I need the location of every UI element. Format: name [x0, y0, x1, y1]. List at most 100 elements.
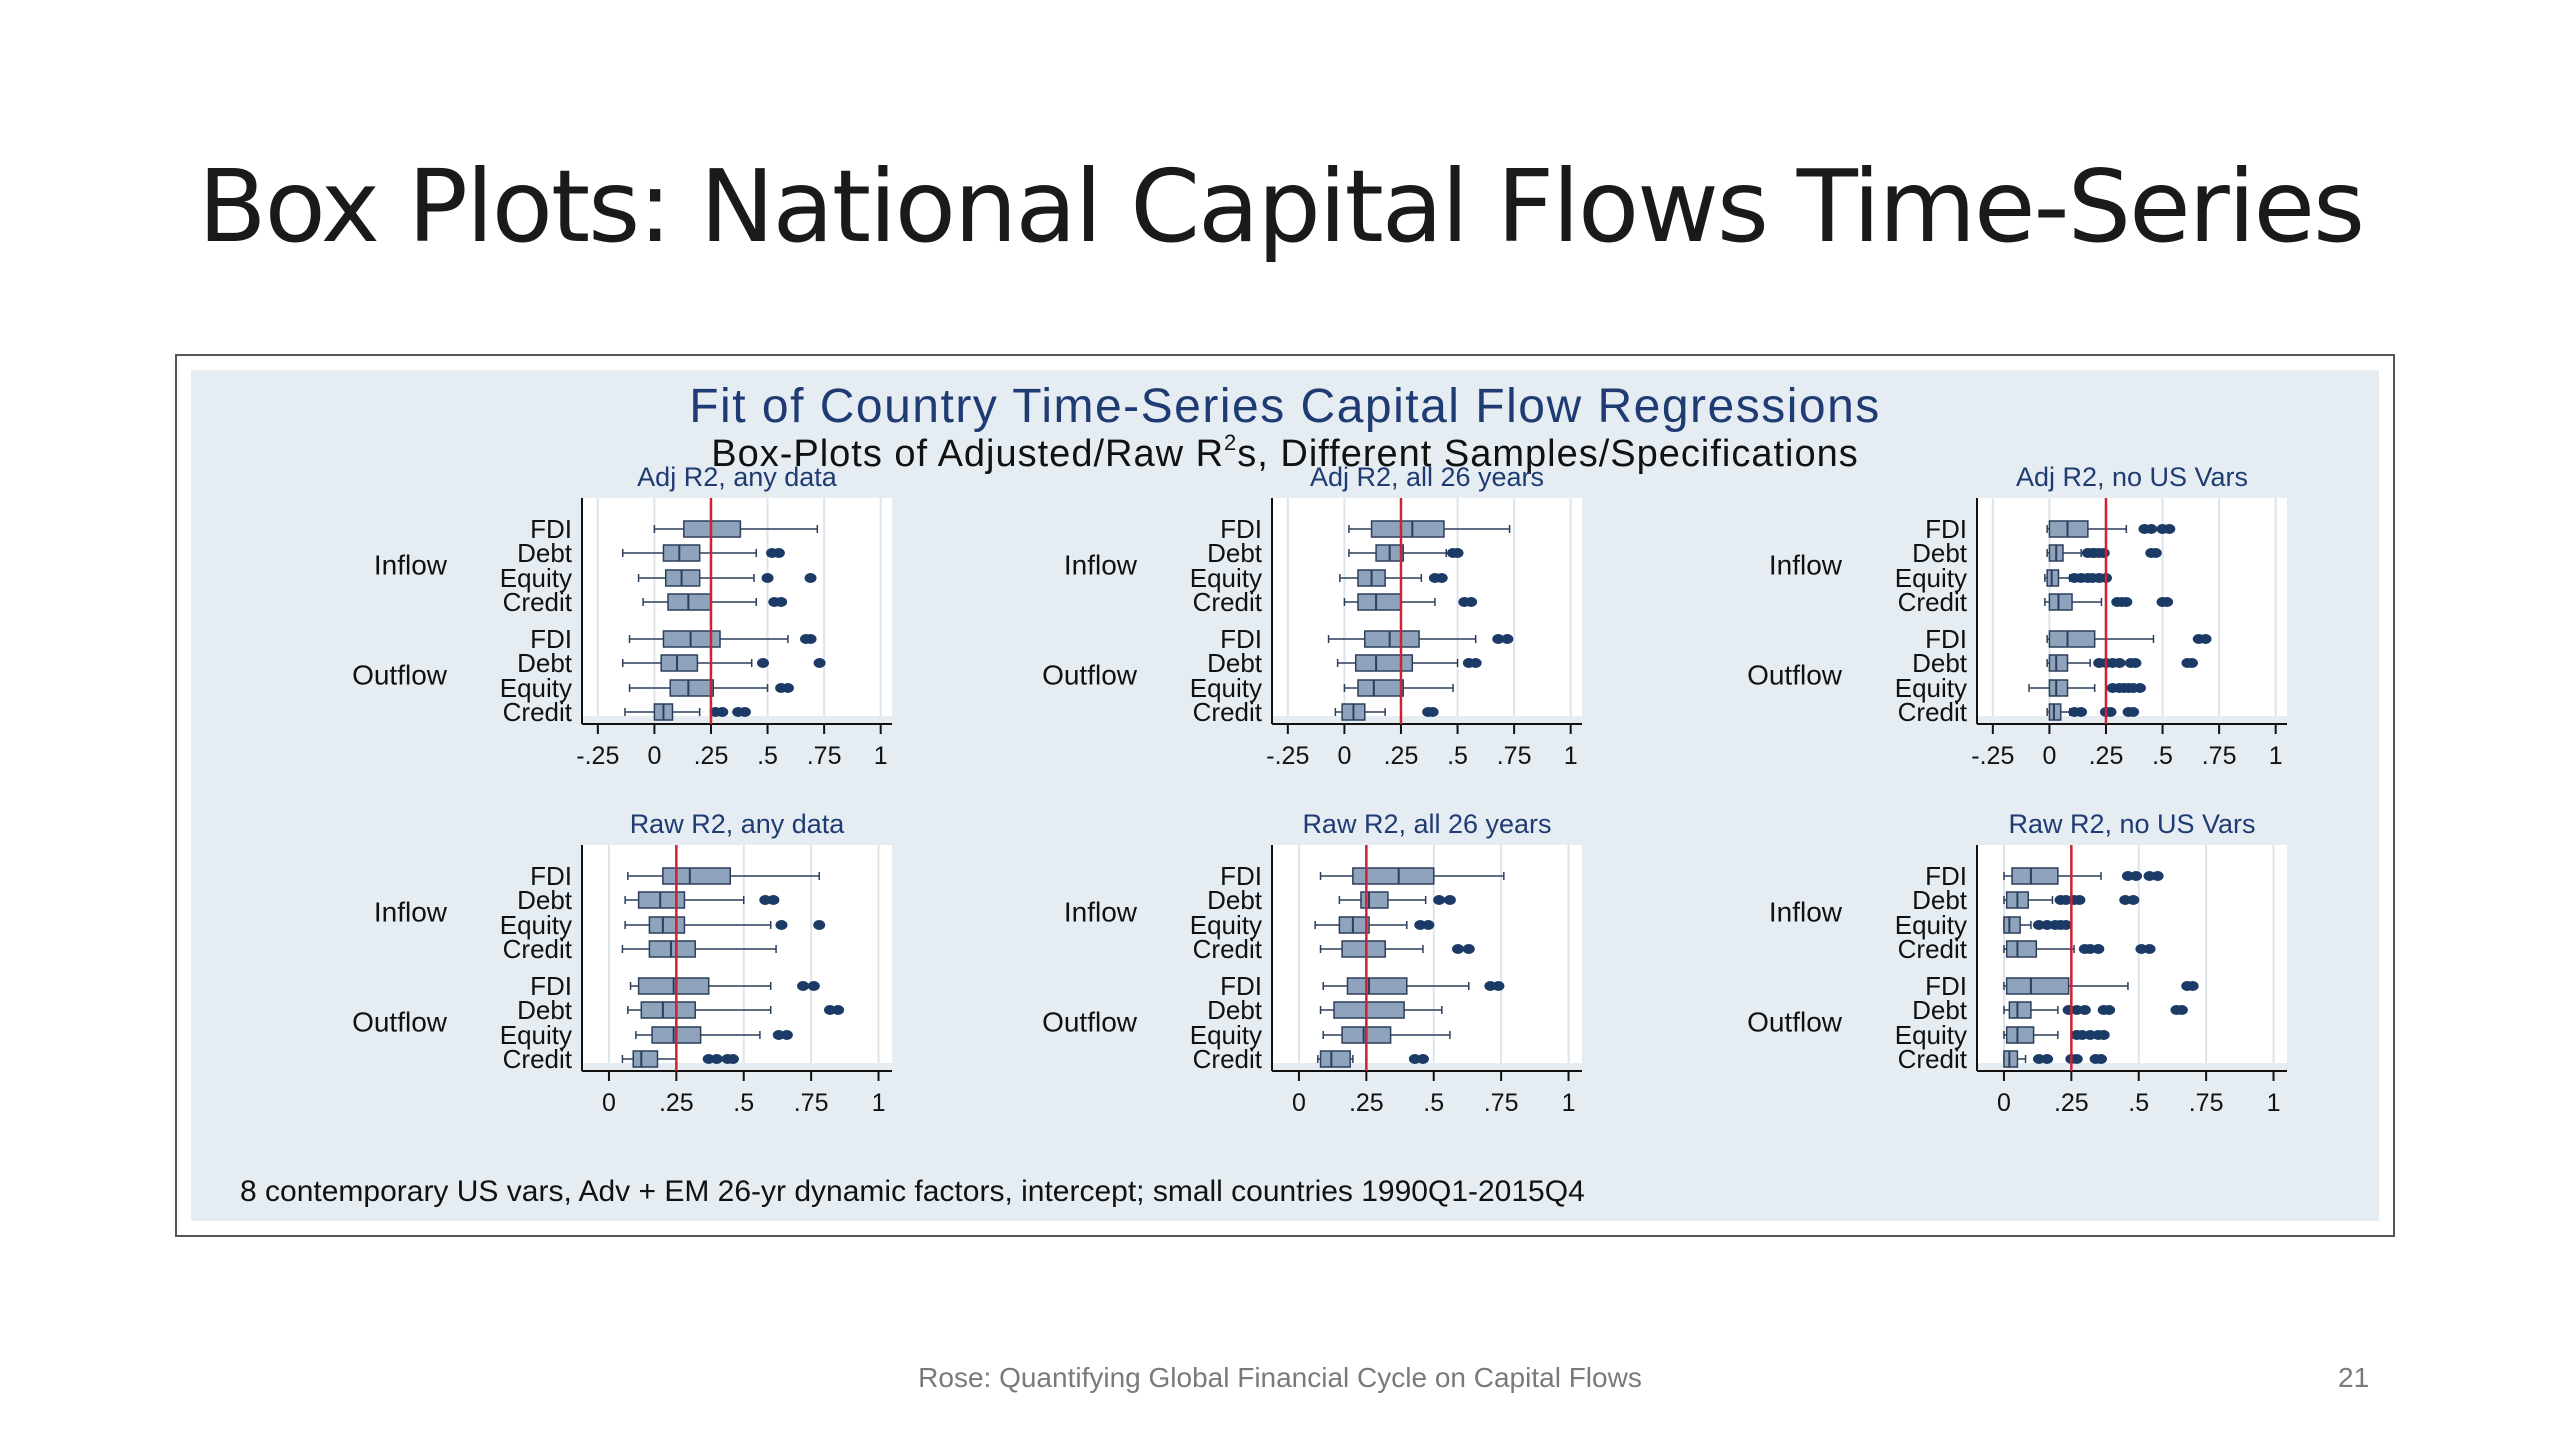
group-label: Outflow [1747, 660, 1843, 691]
chart-note: 8 contemporary US vars, Adv + EM 26-yr d… [240, 1175, 1585, 1208]
x-tick-label: 0 [1997, 1089, 2011, 1117]
box-inflow-equity [1339, 569, 1448, 587]
panel-title: Raw R2, all 26 years [1302, 809, 1551, 839]
group-label: Outflow [1042, 1007, 1138, 1038]
box-inflow-fdi [1319, 867, 1505, 885]
outlier-point [2143, 944, 2156, 954]
outlier-point [2145, 524, 2158, 534]
category-label: Credit [1898, 697, 1968, 727]
x-tick-label: 1 [2267, 1089, 2281, 1117]
outlier-point [804, 573, 817, 583]
outlier-point [1492, 634, 1505, 644]
box-iqr [1341, 940, 1386, 958]
x-tick-label: .75 [2202, 742, 2237, 770]
group-label: Outflow [1747, 1007, 1843, 1038]
outlier-point [781, 683, 794, 693]
category-label: Debt [1912, 885, 1968, 915]
category-label: FDI [1925, 971, 1967, 1001]
outlier-point [757, 658, 770, 668]
outlier-point [2041, 1054, 2054, 1064]
box-inflow-credit [2044, 593, 2174, 611]
outlier-point [772, 548, 785, 558]
box-iqr [2048, 520, 2089, 538]
group-label: Outflow [352, 1007, 448, 1038]
outlier-point [2120, 597, 2133, 607]
outlier-point [807, 981, 820, 991]
x-tick-label: .75 [1497, 742, 1532, 770]
box-outflow-fdi [1322, 977, 1505, 995]
box-iqr [1354, 654, 1414, 672]
outlier-point [2078, 1005, 2091, 1015]
box-iqr [1319, 1050, 1351, 1068]
outlier-point [1469, 658, 1482, 668]
box-iqr [2003, 1050, 2019, 1068]
category-label: Credit [503, 697, 573, 727]
box-inflow-credit [1319, 940, 1475, 958]
outlier-point [2130, 871, 2143, 881]
category-label: FDI [530, 514, 572, 544]
group-label: Outflow [1042, 660, 1138, 691]
box-inflow-fdi [2003, 867, 2164, 885]
outlier-point [2163, 524, 2176, 534]
plot-area [1977, 498, 2287, 716]
category-label: Credit [1898, 934, 1968, 964]
category-label: Credit [1193, 1044, 1263, 1074]
category-label: Equity [1190, 563, 1262, 593]
category-label: FDI [1220, 861, 1262, 891]
outlier-point [2127, 707, 2140, 717]
box-outflow-equity [1343, 679, 1454, 697]
outlier-point [2199, 634, 2212, 644]
boxplot-figure: Fit of Country Time-Series Capital Flow … [240, 380, 2287, 1208]
x-tick-label: .75 [794, 1089, 829, 1117]
box-inflow-debt [1338, 891, 1456, 909]
category-label: Equity [500, 910, 572, 940]
outlier-point [710, 1054, 723, 1064]
x-tick-label: -.25 [1266, 742, 1309, 770]
group-label: Inflow [374, 550, 448, 581]
outlier-point [2097, 1030, 2110, 1040]
category-label: Debt [517, 648, 573, 678]
figure-frame: Fit of Country Time-Series Capital Flow … [175, 354, 2395, 1237]
slide-title: Box Plots: National Capital Flows Time-S… [198, 148, 2365, 265]
outlier-point [2073, 895, 2086, 905]
box-iqr [2008, 1001, 2032, 1019]
x-tick-label: 1 [872, 1089, 886, 1117]
x-tick-label: 1 [2269, 742, 2283, 770]
box-inflow-credit [621, 940, 777, 958]
box-inflow-fdi [627, 867, 820, 885]
box-iqr [1346, 977, 1408, 995]
box-outflow-credit [2003, 1050, 2107, 1068]
outlier-point [780, 1030, 793, 1040]
box-inflow-debt [621, 544, 785, 562]
panel-title: Adj R2, any data [637, 462, 838, 492]
category-label: Debt [1912, 648, 1968, 678]
category-label: Equity [500, 673, 572, 703]
category-label: Equity [1895, 910, 1967, 940]
category-label: Debt [1207, 885, 1263, 915]
chart-title: Fit of Country Time-Series Capital Flow … [689, 380, 1881, 433]
x-tick-label: 1 [874, 742, 888, 770]
box-outflow-credit [621, 1050, 739, 1068]
category-label: Debt [1207, 648, 1263, 678]
box-iqr [667, 593, 712, 611]
category-label: FDI [530, 971, 572, 1001]
category-label: Credit [1898, 1044, 1968, 1074]
box-iqr [640, 1001, 696, 1019]
box-outflow-debt [2046, 654, 2198, 672]
box-iqr [662, 630, 721, 648]
outlier-point [2186, 981, 2199, 991]
outlier-point [813, 920, 826, 930]
outlier-point [738, 707, 751, 717]
box-inflow-credit [1343, 593, 1478, 611]
box-outflow-equity [628, 679, 794, 697]
outlier-point [1435, 573, 1448, 583]
x-tick-label: 1 [1562, 1089, 1576, 1117]
outlier-point [1451, 548, 1464, 558]
category-label: Credit [503, 587, 573, 617]
category-label: Equity [1895, 1020, 1967, 1050]
plot-area [582, 845, 892, 1063]
x-tick-label: .75 [807, 742, 842, 770]
group-label: Outflow [352, 660, 448, 691]
chart-subtitle-superscript: 2 [1224, 430, 1237, 455]
